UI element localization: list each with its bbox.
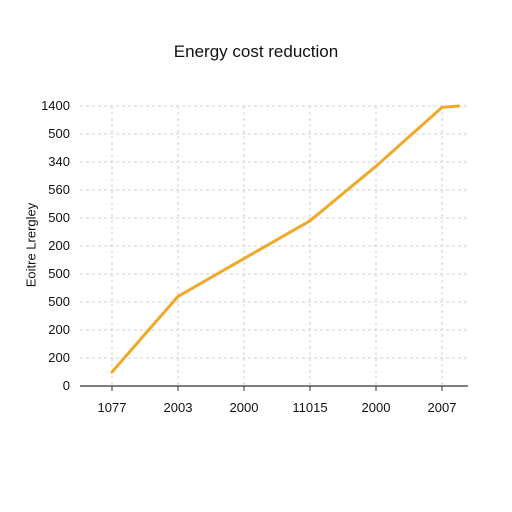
y-tick-label: 500 — [48, 126, 70, 141]
x-tick-label: 1077 — [98, 400, 127, 415]
y-tick-label: 340 — [48, 154, 70, 169]
y-tick-label: 0 — [63, 378, 70, 393]
data-point — [176, 294, 180, 298]
y-tick-label: 500 — [48, 266, 70, 281]
x-tick-label: 2007 — [428, 400, 457, 415]
x-tick-label: 11015 — [292, 400, 327, 415]
y-tick-label: 500 — [48, 294, 70, 309]
y-tick-label: 200 — [48, 238, 70, 253]
series-line — [110, 104, 460, 374]
x-tick-label: 2000 — [230, 400, 259, 415]
data-point — [440, 105, 444, 109]
data-point — [457, 104, 460, 108]
x-tick-label: 2003 — [164, 400, 193, 415]
y-tick-label: 1400 — [41, 98, 70, 113]
data-point — [110, 370, 114, 374]
y-tick-label: 200 — [48, 350, 70, 365]
chart-title: Energy cost reduction — [173, 42, 339, 61]
y-tick-label: 560 — [48, 182, 70, 197]
data-point — [308, 219, 312, 223]
y-tick-label: 500 — [48, 210, 70, 225]
data-point — [374, 164, 378, 168]
y-tick-label: 200 — [48, 322, 70, 337]
data-point — [242, 257, 246, 261]
x-tick-label: 2000 — [362, 400, 391, 415]
